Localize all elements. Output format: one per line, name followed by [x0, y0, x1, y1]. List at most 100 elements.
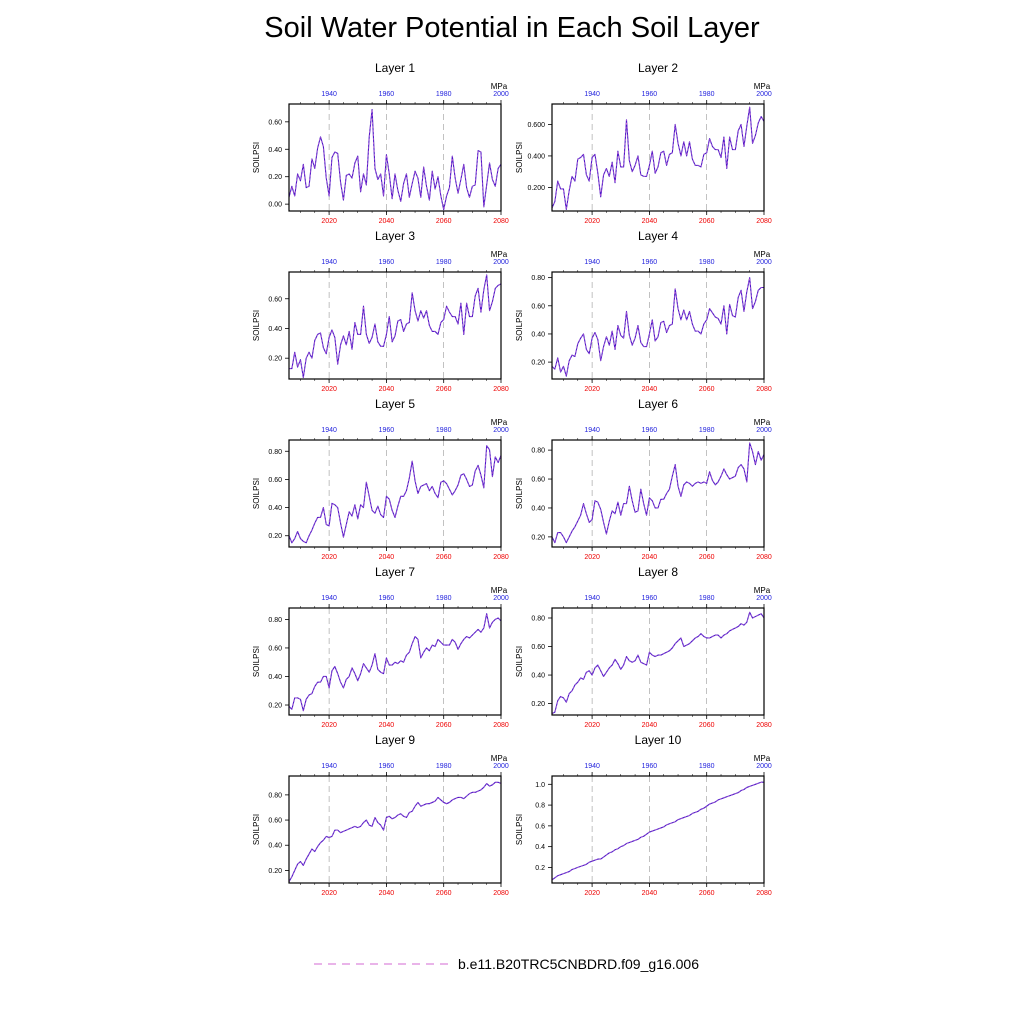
top-x-tick-label: 1980: [699, 427, 715, 434]
y-axis-label: SOILPSI: [515, 478, 524, 509]
series-line: [288, 445, 502, 544]
top-x-tick-label: 2000: [493, 91, 509, 98]
y-axis-label: SOILPSI: [252, 646, 261, 677]
page-title: Soil Water Potential in Each Soil Layer: [264, 12, 760, 44]
y-tick-label: 0.60: [268, 818, 282, 825]
y-tick-label: 0.200: [527, 185, 545, 192]
x-tick-label: 2080: [756, 890, 772, 897]
x-tick-label: 2020: [584, 554, 600, 561]
x-tick-label: 2080: [756, 554, 772, 561]
series-line: [288, 108, 502, 211]
top-x-tick-label: 1980: [699, 595, 715, 602]
x-tick-label: 2080: [493, 218, 509, 225]
units-label: MPa: [491, 250, 508, 259]
plot-frame: [288, 439, 502, 548]
y-tick-label: 0.60: [531, 644, 545, 651]
y-tick-label: 0.8: [535, 803, 545, 810]
panel-title: Layer 3: [375, 229, 415, 243]
y-tick-label: 0.20: [268, 533, 282, 540]
x-tick-label: 2040: [642, 722, 658, 729]
x-tick-label: 2040: [379, 554, 395, 561]
top-x-tick-label: 1980: [436, 595, 452, 602]
y-axis-label: SOILPSI: [252, 814, 261, 845]
x-tick-label: 2080: [756, 386, 772, 393]
top-x-tick-label: 1960: [379, 427, 395, 434]
top-x-tick-label: 1980: [436, 763, 452, 770]
y-tick-label: 0.80: [268, 449, 282, 456]
top-x-tick-label: 1960: [642, 763, 658, 770]
x-tick-label: 2060: [436, 890, 452, 897]
top-x-tick-label: 1980: [699, 91, 715, 98]
x-tick-label: 2040: [642, 890, 658, 897]
y-tick-label: 0.60: [268, 296, 282, 303]
y-tick-label: 0.40: [268, 674, 282, 681]
panel-title: Layer 10: [635, 733, 682, 747]
panel-title: Layer 9: [375, 733, 415, 747]
series-line-overlay: [289, 274, 502, 378]
series-line: [551, 277, 764, 377]
units-label: MPa: [754, 250, 771, 259]
top-x-tick-label: 1960: [379, 91, 395, 98]
top-x-tick-label: 1980: [436, 91, 452, 98]
top-x-tick-label: 1980: [436, 427, 452, 434]
top-x-tick-label: 1960: [379, 763, 395, 770]
top-x-tick-label: 1960: [642, 259, 658, 266]
y-tick-label: 0.2: [535, 865, 545, 872]
x-tick-label: 2060: [699, 722, 715, 729]
top-x-tick-label: 1960: [642, 91, 658, 98]
y-tick-label: 0.6: [535, 823, 545, 830]
y-axis-label: SOILPSI: [252, 478, 261, 509]
y-tick-label: 0.80: [531, 448, 545, 455]
chart-panel-3: Layer 3 MPa 2020 2040 2060 2080 1940 1960 1980 20…: [252, 229, 509, 393]
chart-panel-4: Layer 4 MPa 2020 2040 2060 2080 1940 1960 1980 20…: [515, 229, 772, 393]
y-axis-label: SOILPSI: [515, 814, 524, 845]
y-tick-label: 0.600: [527, 122, 545, 129]
x-tick-label: 2020: [321, 218, 337, 225]
y-tick-label: 0.40: [531, 331, 545, 338]
top-x-tick-label: 1960: [642, 427, 658, 434]
top-x-tick-label: 2000: [756, 91, 772, 98]
x-tick-label: 2060: [436, 722, 452, 729]
x-tick-label: 2040: [379, 218, 395, 225]
y-tick-label: 0.20: [531, 360, 545, 367]
x-tick-label: 2020: [584, 218, 600, 225]
y-tick-label: 0.20: [268, 356, 282, 363]
x-tick-label: 2060: [436, 218, 452, 225]
panel-title: Layer 6: [638, 397, 678, 411]
top-x-tick-label: 2000: [756, 427, 772, 434]
series-line: [551, 611, 765, 715]
x-tick-label: 2040: [379, 722, 395, 729]
plot-frame: [551, 439, 765, 548]
chart-panel-6: Layer 6 MPa 2020 2040 2060 2080 1940 1960 1980 20…: [515, 397, 772, 561]
units-label: MPa: [491, 586, 508, 595]
chart-panel-10: Layer 10 MPa 2020 2040 2060 2080 1940 1960 1980 2…: [515, 733, 772, 897]
top-x-tick-label: 1960: [379, 595, 395, 602]
units-label: MPa: [754, 754, 771, 763]
x-tick-label: 2020: [321, 554, 337, 561]
top-x-tick-label: 2000: [493, 259, 509, 266]
panel-title: Layer 2: [638, 61, 678, 75]
top-x-tick-label: 1940: [584, 595, 600, 602]
top-x-tick-label: 1940: [584, 259, 600, 266]
panel-title: Layer 1: [375, 61, 415, 75]
y-axis-label: SOILPSI: [515, 646, 524, 677]
y-tick-label: 0.40: [531, 673, 545, 680]
x-tick-label: 2080: [756, 218, 772, 225]
top-x-tick-label: 1940: [584, 91, 600, 98]
plot-frame: [288, 271, 502, 380]
top-x-tick-label: 2000: [756, 595, 772, 602]
plot-frame: [551, 607, 765, 716]
y-tick-label: 0.40: [268, 326, 282, 333]
x-tick-label: 2080: [493, 890, 509, 897]
top-x-tick-label: 1940: [584, 427, 600, 434]
top-x-tick-label: 1980: [699, 763, 715, 770]
legend: b.e11.B20TRC5CNBDRD.f09_g16.006: [312, 952, 732, 976]
units-label: MPa: [754, 418, 771, 427]
y-tick-label: 0.80: [531, 615, 545, 622]
units-label: MPa: [491, 82, 508, 91]
series-line: [289, 274, 502, 379]
y-axis-label: SOILPSI: [515, 142, 524, 173]
top-x-tick-label: 1980: [436, 259, 452, 266]
y-tick-label: 1.0: [535, 782, 545, 789]
top-x-tick-label: 2000: [493, 595, 509, 602]
